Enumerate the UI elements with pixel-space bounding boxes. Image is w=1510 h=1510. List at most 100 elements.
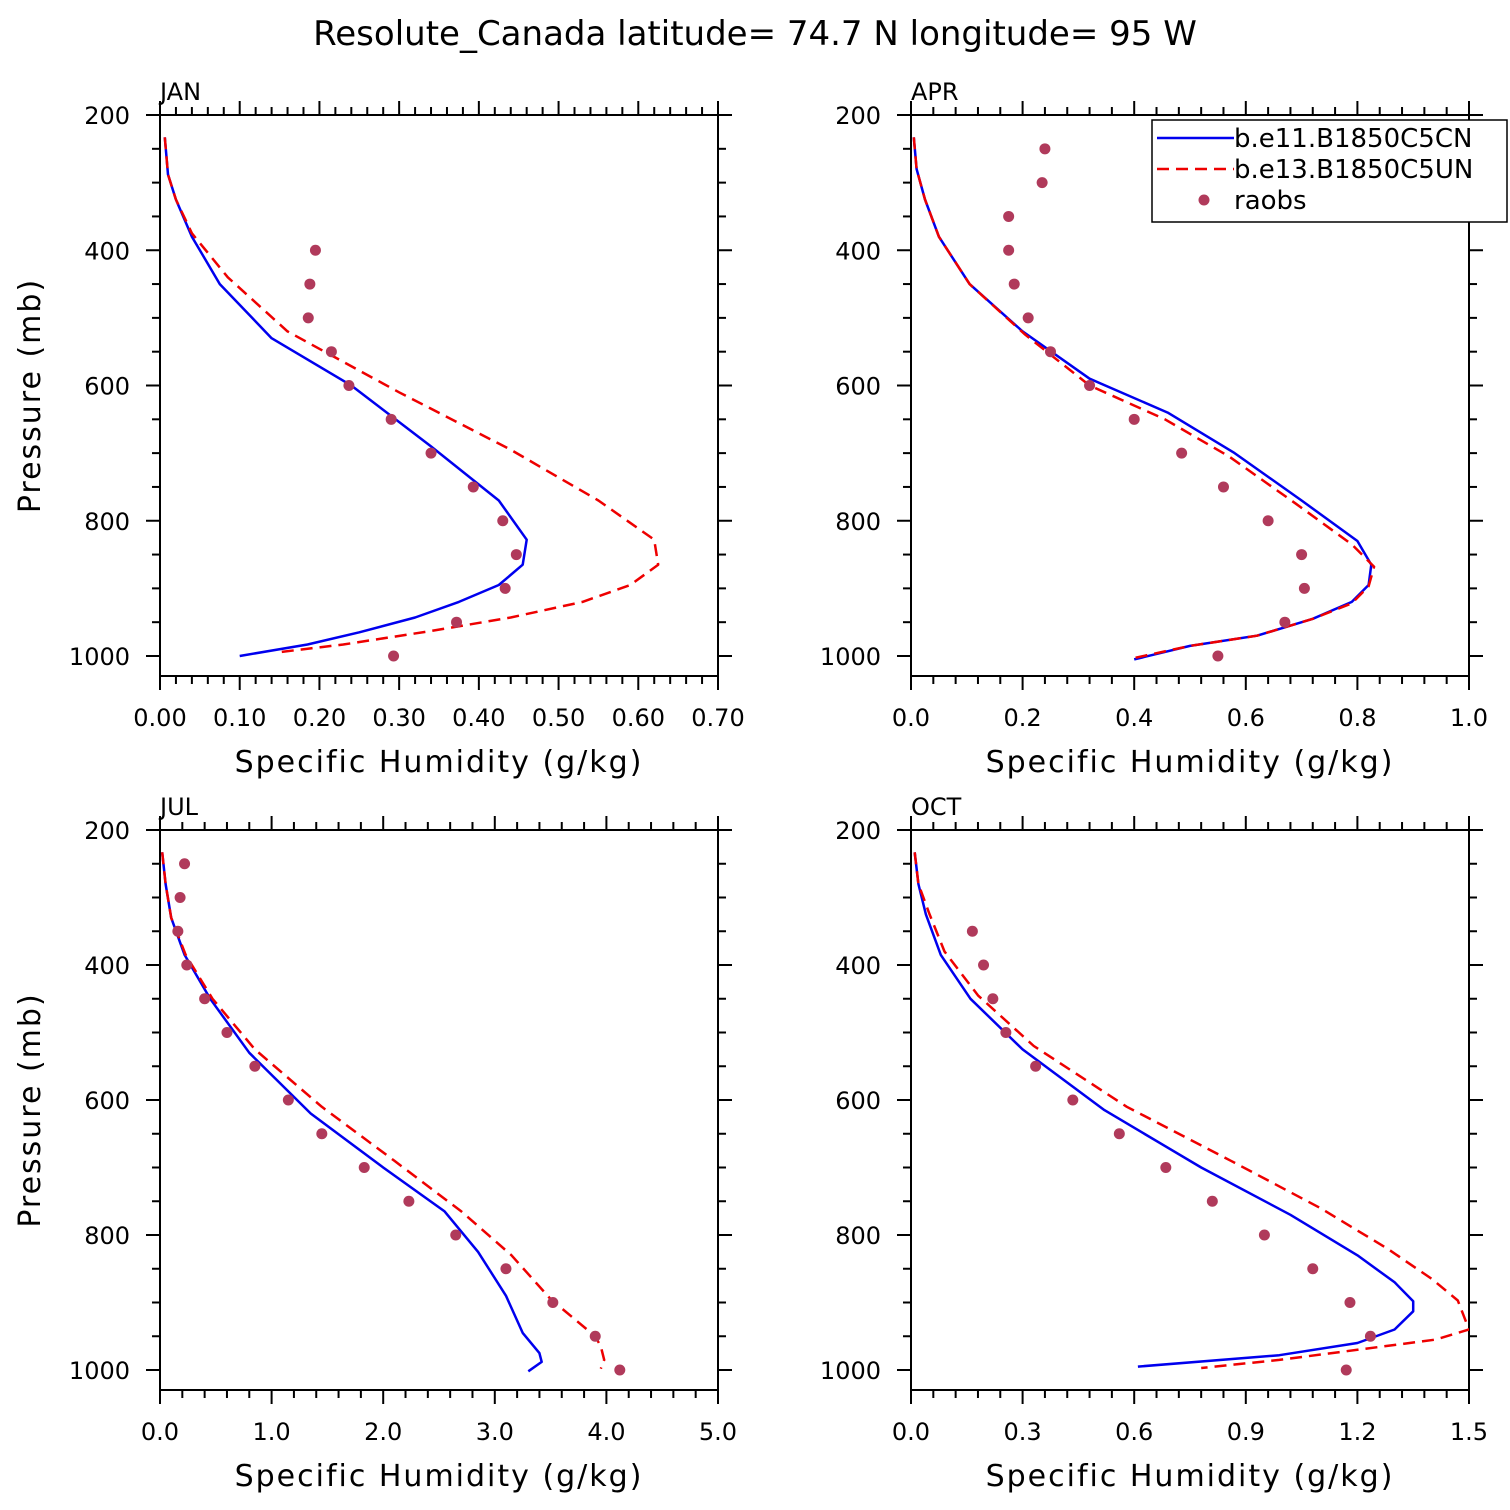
legend-marker-raobs — [1198, 194, 1210, 206]
x-tick-label: 3.0 — [476, 1418, 514, 1446]
x-tick-label: 2.0 — [364, 1418, 402, 1446]
raobs-point — [1067, 1094, 1079, 1106]
x-tick-label: 1.2 — [1338, 1418, 1376, 1446]
raobs-point — [385, 413, 397, 425]
raobs-point — [403, 1195, 415, 1207]
raobs-point — [499, 582, 511, 594]
y-tick-label: 400 — [84, 237, 130, 265]
series-line-b-e13 — [163, 137, 660, 654]
x-tick-label: 0.6 — [1227, 704, 1265, 732]
raobs-point — [181, 959, 193, 971]
y-tick-label: 600 — [84, 373, 130, 401]
y-tick-label: 800 — [84, 508, 130, 536]
y-tick-label: 200 — [84, 102, 130, 130]
raobs-point — [1307, 1263, 1319, 1275]
y-axis-label: Pressure (mb) — [13, 992, 48, 1227]
raobs-point — [179, 858, 191, 870]
y-tick-label: 400 — [84, 952, 130, 980]
raobs-point — [1364, 1330, 1376, 1342]
raobs-point — [199, 993, 211, 1005]
y-axis-label: Pressure (mb) — [13, 278, 48, 513]
raobs-point — [1296, 549, 1308, 561]
x-tick-label: 0.00 — [133, 704, 186, 732]
y-tick-label: 800 — [835, 508, 881, 536]
raobs-point — [1160, 1162, 1172, 1173]
raobs-point — [1003, 244, 1015, 256]
raobs-point — [1022, 312, 1034, 324]
x-tick-label: 0.40 — [452, 704, 505, 732]
x-tick-label: 0.30 — [372, 704, 425, 732]
raobs-point — [978, 959, 990, 971]
raobs-point — [172, 925, 184, 937]
raobs-point — [309, 244, 321, 256]
panel-jul: JUL 0.0 1.0 2.0 3.0 4.0 5.0 200 400 600 800 1000 Spe… — [13, 793, 737, 1494]
panel-apr: APR 0.0 0.2 0.4 0.6 0.8 1.0 200 400 600 800 1000 Spe… — [820, 78, 1488, 780]
raobs-point — [1000, 1027, 1012, 1038]
y-tick-label: 1000 — [69, 643, 130, 671]
series-line-b-e11 — [913, 852, 1415, 1368]
x-tick-label: 0.0 — [892, 1418, 930, 1446]
raobs-point — [1039, 143, 1051, 155]
series-line-b-e13 — [912, 137, 1376, 660]
raobs-point — [1008, 278, 1020, 290]
raobs-point — [966, 925, 978, 937]
y-tick-label: 1000 — [820, 643, 881, 671]
raobs-point — [1084, 380, 1096, 391]
legend-label: b.e13.B1850C5UN — [1234, 155, 1473, 185]
panel-jan: JAN 0.00 0.10 0.20 0.30 0.40 0.50 0.60 0.70 200 40… — [13, 78, 745, 780]
plot-frame — [159, 829, 719, 1391]
panel-title: JUL — [158, 793, 199, 821]
plot-area — [913, 852, 1469, 1370]
raobs-point — [343, 380, 355, 391]
plot-frame — [159, 114, 719, 677]
raobs-point — [1003, 210, 1015, 222]
x-tick-label: 0.3 — [1004, 1418, 1042, 1446]
legend-label: raobs — [1234, 186, 1307, 216]
raobs-point — [425, 447, 437, 459]
x-tick-label: 0.70 — [691, 704, 744, 732]
plot-area — [160, 852, 606, 1373]
raobs-point — [1217, 481, 1229, 493]
y-tick-label: 200 — [835, 817, 881, 845]
raobs-point — [1176, 447, 1188, 459]
raobs-point — [1258, 1229, 1270, 1241]
raobs-point — [1128, 413, 1140, 425]
y-tick-label: 800 — [84, 1222, 130, 1250]
figure-title: Resolute_Canada latitude= 74.7 N longitu… — [313, 14, 1197, 54]
raobs-point — [1344, 1297, 1356, 1308]
x-tick-label: 0.2 — [1004, 704, 1042, 732]
series-line-b-e11 — [163, 137, 528, 658]
y-tick-label: 600 — [835, 1087, 881, 1115]
y-tick-label: 200 — [835, 102, 881, 130]
y-tick-label: 400 — [835, 237, 881, 265]
x-tick-label: 0.8 — [1338, 704, 1376, 732]
plot-frame — [910, 829, 1470, 1391]
panel-title: APR — [911, 78, 959, 106]
x-tick-label: 0.0 — [892, 704, 930, 732]
x-tick-label: 1.0 — [253, 1418, 291, 1446]
raobs-point — [1036, 177, 1048, 189]
raobs-point — [388, 650, 400, 662]
raobs-point — [614, 1364, 626, 1376]
series-line-b-e11 — [160, 852, 543, 1373]
x-axis-label: Specific Humidity (g/kg) — [986, 1459, 1395, 1494]
raobs-point — [302, 312, 314, 324]
plot-area — [163, 137, 660, 658]
raobs-point — [325, 346, 337, 358]
raobs-point — [467, 481, 479, 493]
x-tick-label: 0.4 — [1115, 704, 1153, 732]
raobs-point — [547, 1297, 559, 1308]
x-axis-label: Specific Humidity (g/kg) — [235, 1459, 644, 1494]
raobs-point — [451, 616, 463, 628]
y-tick-label: 1000 — [69, 1357, 130, 1385]
y-tick-label: 600 — [84, 1087, 130, 1115]
x-tick-label: 5.0 — [699, 1418, 737, 1446]
y-tick-label: 800 — [835, 1222, 881, 1250]
raobs-point — [174, 892, 186, 903]
x-tick-label: 0.10 — [213, 704, 266, 732]
raobs-point — [1298, 582, 1310, 594]
raobs-point — [510, 549, 522, 561]
x-tick-label: 4.0 — [587, 1418, 625, 1446]
panels: JAN 0.00 0.10 0.20 0.30 0.40 0.50 0.60 0.70 200 40… — [13, 78, 1488, 1494]
